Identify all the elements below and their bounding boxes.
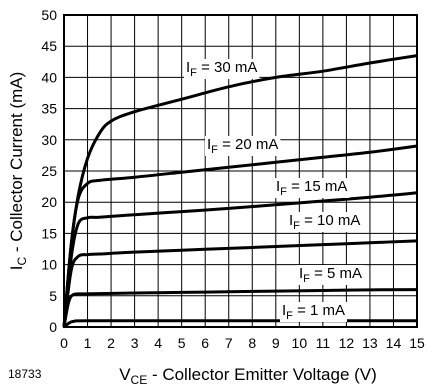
series-line (62, 54, 418, 328)
x-tick-label: 12 (339, 335, 355, 351)
series-label-background (274, 178, 350, 198)
y-tick-label: 40 (41, 69, 57, 85)
series-label-background (287, 212, 363, 232)
y-tick-label: 5 (49, 288, 57, 304)
x-tick-label: 10 (292, 335, 308, 351)
series-label-background (205, 136, 281, 156)
y-tick-label: 50 (41, 7, 57, 23)
series-label: IF = 20 mA (207, 136, 278, 156)
series-line (62, 288, 418, 328)
series-label: IF = 5 mA (299, 265, 362, 285)
x-tick-label: 3 (131, 335, 139, 351)
y-axis-title: IC - Collector Current (mA) (7, 72, 29, 271)
x-axis-title: VCE - Collector Emitter Voltage (V) (119, 365, 377, 386)
series-label: IF = 15 mA (276, 178, 347, 198)
x-tick-label: 0 (60, 335, 68, 351)
x-tick-label: 2 (107, 335, 115, 351)
x-tick-label: 8 (248, 335, 256, 351)
series-labels: IF = 30 mA IF = 20 mA IF = 15 mA IF = 10 mA… (184, 59, 365, 322)
figure-number: 18733 (8, 367, 42, 381)
x-tick-label: 4 (154, 335, 162, 351)
series-line (62, 191, 418, 328)
x-tick-label: 11 (316, 335, 331, 351)
y-tick-label: 45 (41, 38, 57, 54)
series-line (62, 144, 418, 328)
x-tick-label: 15 (409, 335, 425, 351)
x-tick-label: 13 (362, 335, 378, 351)
x-tick-label: 1 (84, 335, 92, 351)
series-label: IF = 10 mA (289, 212, 360, 232)
x-tick-labels: 0 1 2 3 4 5 6 7 8 9 10 11 12 13 14 15 (60, 335, 425, 351)
x-tick-label: 6 (201, 335, 209, 351)
series-lines (62, 54, 418, 329)
series-label-background (184, 59, 260, 79)
series-label-background (280, 302, 348, 322)
y-tick-label: 15 (41, 225, 57, 241)
series-label-background (297, 265, 365, 285)
y-tick-label: 25 (41, 163, 57, 179)
x-tick-label: 14 (386, 335, 402, 351)
y-tick-label: 10 (41, 257, 57, 273)
series-label: IF = 30 mA (186, 59, 257, 79)
series-label: IF = 1 mA (282, 302, 345, 322)
y-tick-label: 0 (49, 319, 57, 335)
y-tick-label: 30 (41, 132, 57, 148)
series-line (62, 239, 418, 328)
x-tick-label: 5 (178, 335, 186, 351)
plot-frame (63, 14, 418, 328)
y-tick-label: 20 (41, 194, 57, 210)
y-tick-label: 35 (41, 101, 57, 117)
x-tick-label: 9 (272, 335, 280, 351)
y-tick-labels: 0 5 10 15 20 25 30 35 40 45 50 (41, 7, 57, 335)
x-tick-label: 7 (225, 335, 233, 351)
